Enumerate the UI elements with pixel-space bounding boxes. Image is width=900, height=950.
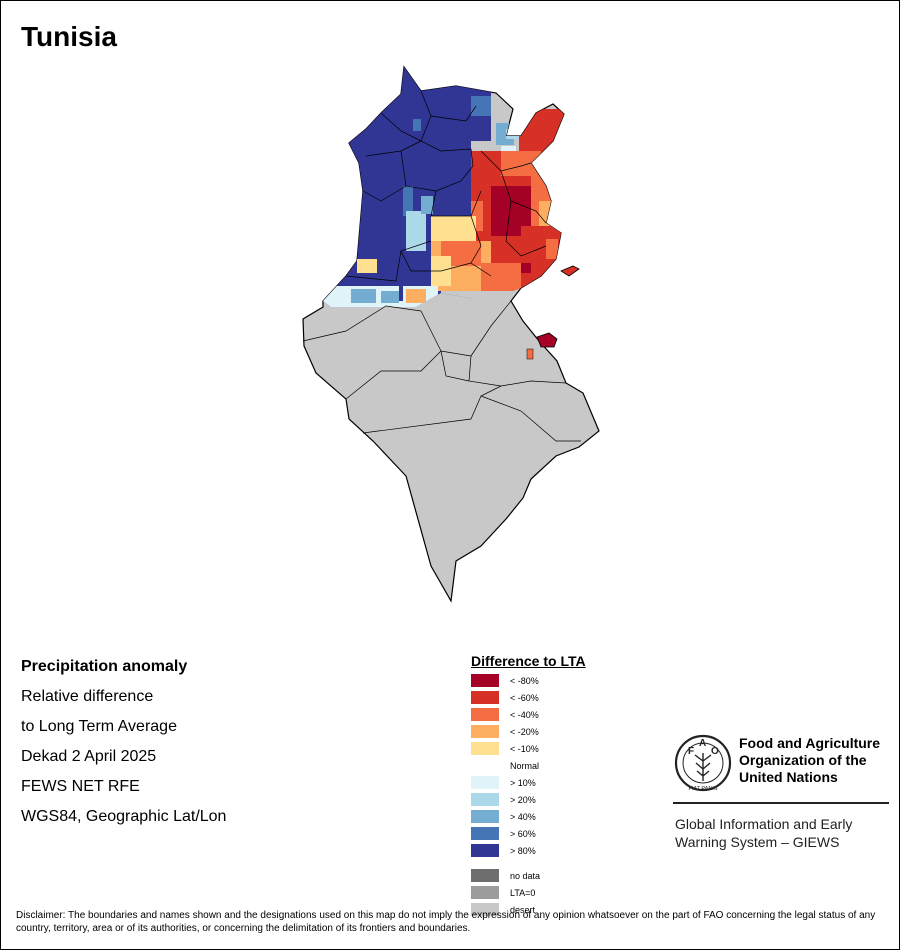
fao-name-line: Food and Agriculture xyxy=(739,735,881,751)
giews-label: Global Information and Early Warning Sys… xyxy=(675,815,895,851)
legend-label: desert xyxy=(510,905,536,915)
legend-label: no data xyxy=(510,871,541,881)
legend-swatch xyxy=(471,708,499,721)
legend-swatch xyxy=(471,886,499,899)
legend-item: LTA=0 xyxy=(471,885,586,902)
legend-label: < -10% xyxy=(510,744,539,754)
fao-motto: FIAT PANIS xyxy=(688,786,717,792)
legend-item: no data xyxy=(471,868,586,885)
legend-swatch xyxy=(471,827,499,840)
map-info: Precipitation anomaly Relative differenc… xyxy=(21,657,226,837)
legend-swatch xyxy=(471,793,499,806)
legend-item: desert xyxy=(471,902,586,919)
djerba-island xyxy=(536,332,558,348)
fao-letter-a: A xyxy=(699,738,706,749)
legend-swatch xyxy=(471,869,499,882)
legend-swatch xyxy=(471,903,499,916)
legend-label: > 10% xyxy=(510,778,536,788)
legend-swatch xyxy=(471,844,499,857)
legend-item: < -80% xyxy=(471,673,586,690)
info-source: FEWS NET RFE xyxy=(21,778,140,795)
info-date: Dekad 2 April 2025 xyxy=(21,748,157,765)
legend: Difference to LTA < -80% < -60% < -40% < -2… xyxy=(471,653,586,919)
legend-item: > 60% xyxy=(471,826,586,843)
giews-line: Warning System – GIEWS xyxy=(675,834,840,850)
legend-swatch xyxy=(471,776,499,789)
legend-label: > 80% xyxy=(510,846,536,856)
legend-label: < -40% xyxy=(510,710,539,720)
legend-label: < -60% xyxy=(510,693,539,703)
legend-normal-label: Normal xyxy=(510,761,540,771)
info-variable: Precipitation anomaly xyxy=(21,658,188,675)
legend-label: LTA=0 xyxy=(510,888,536,898)
admin-boundaries xyxy=(302,90,581,442)
map-title: Tunisia xyxy=(21,21,117,52)
disclaimer: Disclaimer: The boundaries and names sho… xyxy=(16,910,876,934)
info-line: Relative difference xyxy=(21,688,154,705)
legend-swatch xyxy=(471,810,499,823)
legend-label: > 20% xyxy=(510,795,536,805)
legend-label: > 40% xyxy=(510,812,536,822)
info-line: to Long Term Average xyxy=(21,718,177,735)
fao-letter-o: O xyxy=(711,746,719,757)
fao-name-line: Organization of the xyxy=(739,752,867,768)
legend-swatch xyxy=(471,674,499,687)
legend-item: < -40% xyxy=(471,707,586,724)
legend-label: < -80% xyxy=(510,676,539,686)
info-projection: WGS84, Geographic Lat/Lon xyxy=(21,808,227,825)
kerkennah-islands xyxy=(560,265,580,277)
fao-name-line: United Nations xyxy=(739,769,838,785)
legend-swatch xyxy=(471,691,499,704)
fao-logo: F A O FIAT PANIS xyxy=(674,734,732,792)
legend-item: < -60% xyxy=(471,690,586,707)
legend-swatch xyxy=(471,742,499,755)
legend-item: > 40% xyxy=(471,809,586,826)
fao-org-name: Food and Agriculture Organization of the… xyxy=(739,735,899,786)
giews-line: Global Information and Early xyxy=(675,816,853,832)
divider xyxy=(673,802,889,804)
legend-item: < -10% xyxy=(471,741,586,758)
legend-swatch xyxy=(471,725,499,738)
legend-item: > 20% xyxy=(471,792,586,809)
fao-letter-f: F xyxy=(688,746,694,757)
legend-item: > 80% xyxy=(471,843,586,860)
legend-title: Difference to LTA xyxy=(471,653,586,669)
anomaly-layer xyxy=(323,67,564,307)
legend-label: < -20% xyxy=(510,727,539,737)
legend-label: > 60% xyxy=(510,829,536,839)
legend-item: < -20% xyxy=(471,724,586,741)
legend-item: > 10% xyxy=(471,775,586,792)
